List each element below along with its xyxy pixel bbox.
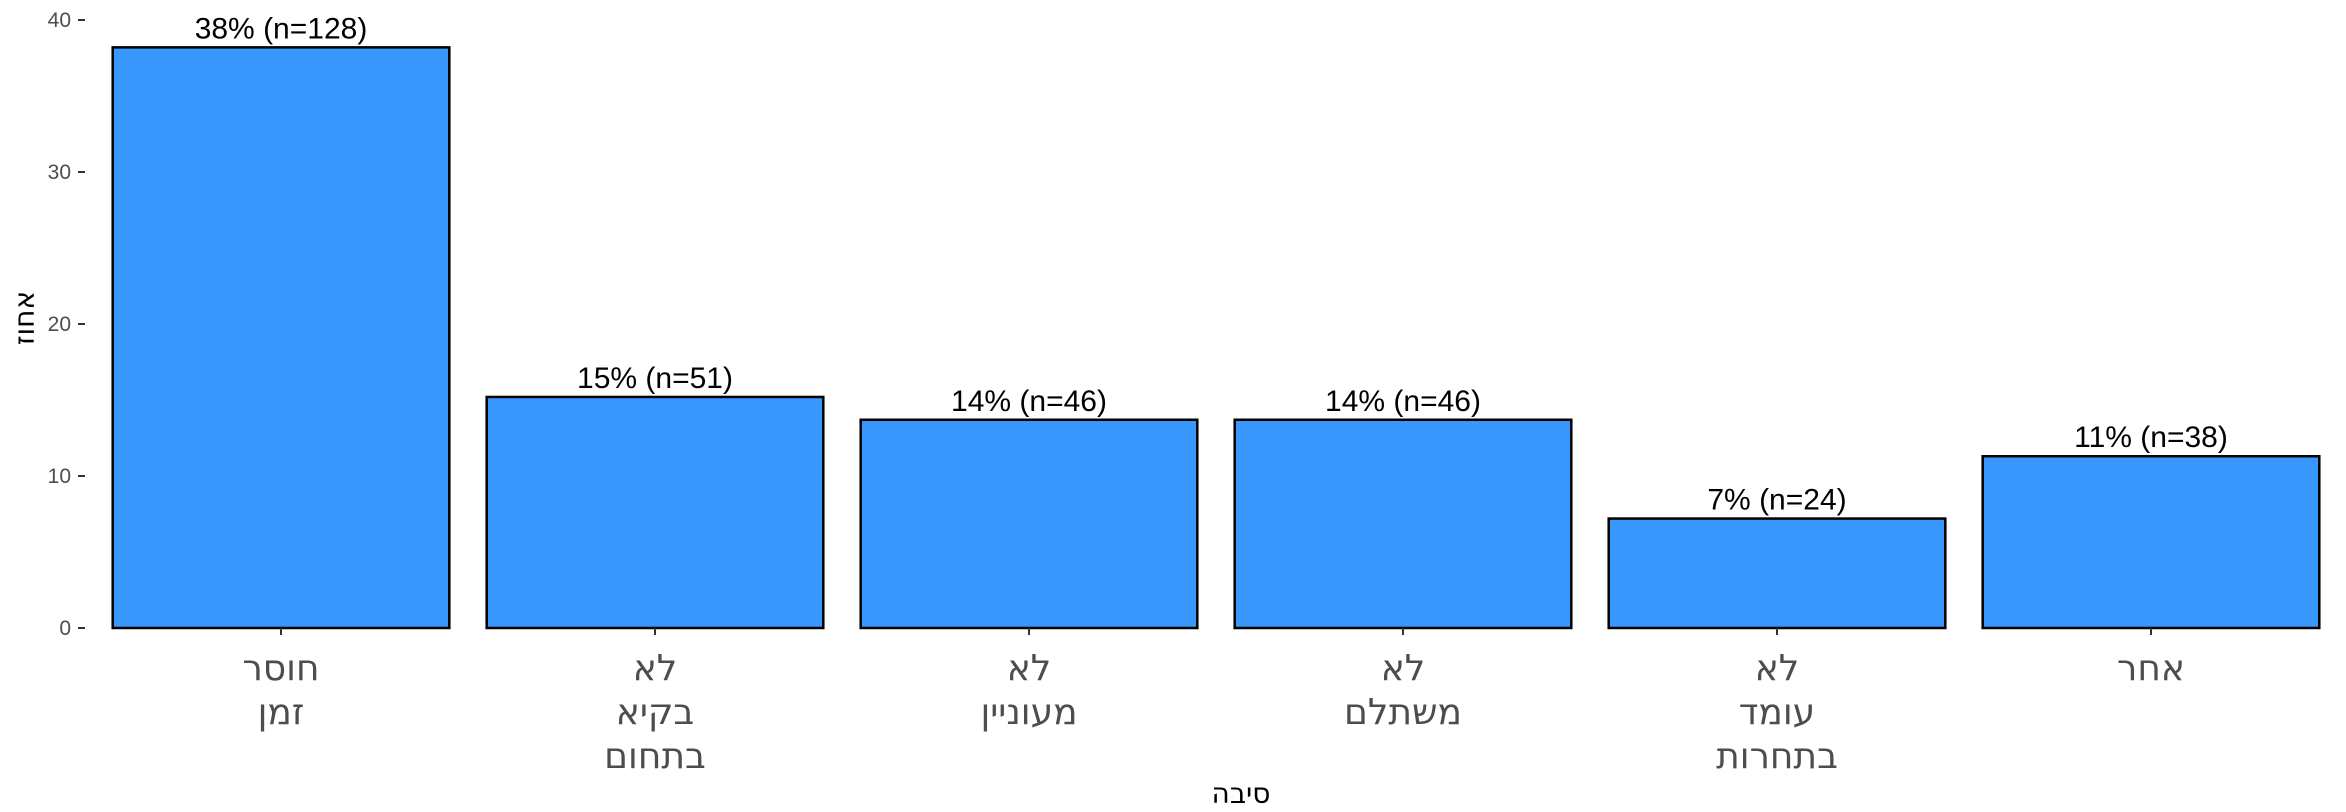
bars: 38% (n=128) 15% (n=51) 14% (n=46) 14% (n=46… (111, 12, 2321, 630)
x-tick-label-line: בקיא (616, 692, 694, 733)
bar-data-label: 15% (n=51) (577, 362, 733, 395)
x-tick-label: אחר (2117, 648, 2185, 689)
bar-data-label: 11% (n=38) (2074, 421, 2228, 454)
x-tick-label: לא משתלם (1344, 648, 1462, 733)
x-tick-label-line: מעוניין (980, 692, 1077, 733)
bar (485, 395, 825, 630)
x-tick-label: לא עומד בתחרות (1716, 648, 1838, 777)
x-tick-label-line: לא (633, 648, 678, 689)
bar-data-label: 38% (n=128) (195, 12, 368, 45)
x-tick-label: לא בקיא בתחום (604, 648, 706, 777)
bar-data-label: 14% (n=46) (951, 385, 1107, 418)
y-axis: 0 10 20 30 40 (48, 9, 85, 640)
y-tick-label: 10 (48, 465, 71, 488)
x-tick-label-line: אחר (2117, 648, 2185, 689)
y-axis-title: אחוז (8, 291, 41, 345)
y-tick-label: 20 (48, 313, 71, 336)
y-tick-label: 0 (59, 617, 71, 640)
bar (1233, 418, 1573, 630)
bar (1607, 517, 1947, 630)
bar (111, 46, 451, 630)
x-tick-label-line: בתחרות (1716, 736, 1838, 777)
x-tick-label-line: זמן (258, 692, 305, 733)
x-tick-label-line: עומד (1739, 692, 1815, 733)
y-tick-label: 40 (48, 9, 71, 32)
bar-data-label: 7% (n=24) (1707, 484, 1846, 517)
x-tick-label-line: חוסר (242, 648, 319, 689)
x-tick-label-line: בתחום (604, 736, 706, 777)
x-tick-label-line: לא (1007, 648, 1052, 689)
bar (1981, 454, 2321, 630)
y-tick-label: 30 (48, 161, 71, 184)
x-tick-label: חוסר זמן (242, 648, 319, 733)
bar-data-label: 14% (n=46) (1325, 385, 1481, 418)
x-tick-label-line: לא (1755, 648, 1800, 689)
x-tick-label-line: לא (1381, 648, 1426, 689)
x-tick-label: לא מעוניין (980, 648, 1077, 733)
bar (859, 418, 1199, 630)
x-tick-label-line: משתלם (1344, 692, 1462, 733)
x-axis-title: סיבה (1212, 777, 1271, 810)
